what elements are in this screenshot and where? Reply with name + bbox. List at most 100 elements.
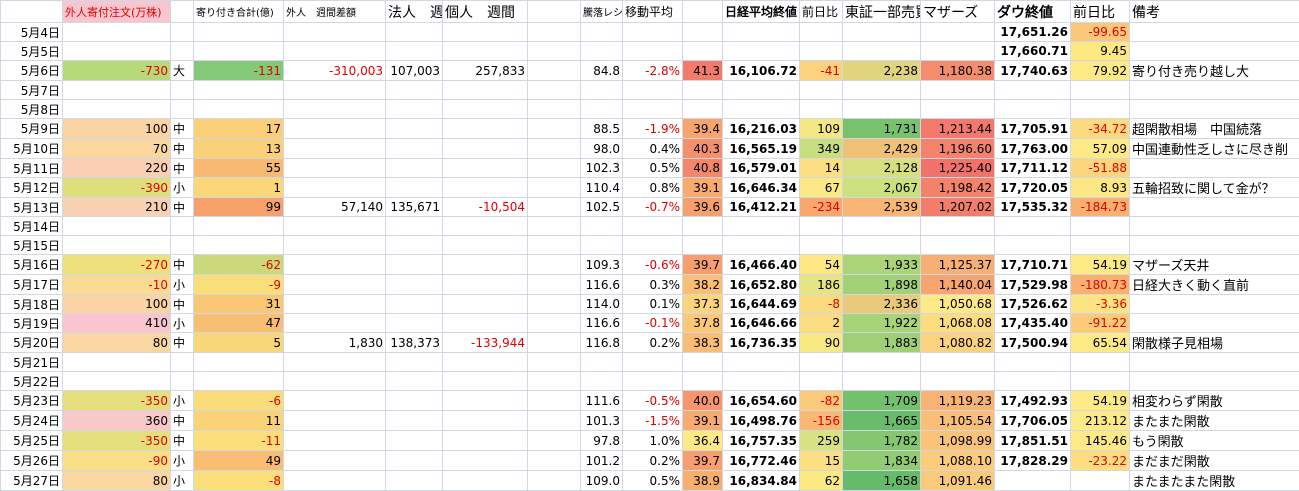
data-cell: [800, 217, 843, 236]
data-cell: [528, 23, 581, 42]
data-cell: [683, 372, 723, 391]
data-cell: [528, 295, 581, 314]
data-cell: [443, 372, 528, 391]
data-cell: [843, 372, 921, 391]
header-cell: 寄り付き合計(億): [194, 1, 284, 23]
data-cell: 16,646.66: [723, 314, 800, 333]
data-cell: -1.9%: [623, 119, 683, 139]
header-cell: 法人 週間: [386, 1, 443, 23]
data-cell: 102.3: [581, 159, 623, 178]
header-cell: 備考: [1130, 1, 1299, 23]
data-cell: 16,579.01: [723, 159, 800, 178]
data-cell: 16,466.40: [723, 255, 800, 275]
data-cell: [171, 236, 194, 255]
data-cell: 中: [171, 119, 194, 139]
data-cell: [284, 295, 386, 314]
data-cell: 145.46: [1071, 431, 1130, 451]
data-cell: [443, 23, 528, 42]
data-cell: 17,706.05: [995, 411, 1071, 431]
data-cell: -41: [800, 61, 843, 81]
data-cell: 中: [171, 198, 194, 217]
data-cell: [528, 353, 581, 372]
data-cell: [284, 431, 386, 451]
date-cell: 5月11日: [1, 159, 63, 178]
data-cell: [284, 159, 386, 178]
remark-cell: [1130, 23, 1299, 42]
data-cell: 99: [194, 198, 284, 217]
data-cell: [921, 81, 995, 100]
data-cell: [995, 236, 1071, 255]
data-cell: 16,834.84: [723, 471, 800, 491]
data-cell: -730: [63, 61, 171, 81]
data-cell: [386, 314, 443, 333]
data-cell: [1071, 217, 1130, 236]
data-cell: [528, 198, 581, 217]
data-cell: [63, 217, 171, 236]
data-cell: 17,660.71: [995, 42, 1071, 61]
data-cell: -270: [63, 255, 171, 275]
data-cell: 16,216.03: [723, 119, 800, 139]
data-cell: 54.19: [1071, 391, 1130, 411]
data-cell: 1,091.46: [921, 471, 995, 491]
data-cell: 小: [171, 391, 194, 411]
header-cell: [528, 1, 581, 23]
data-cell: 0.5%: [623, 471, 683, 491]
data-cell: 中: [171, 255, 194, 275]
data-cell: [723, 217, 800, 236]
data-cell: [921, 353, 995, 372]
data-cell: [284, 314, 386, 333]
data-cell: 88.5: [581, 119, 623, 139]
data-cell: [284, 353, 386, 372]
date-cell: 5月21日: [1, 353, 63, 372]
remark-cell: [1130, 353, 1299, 372]
data-row: 5月7日: [1, 81, 1299, 100]
data-cell: [284, 42, 386, 61]
data-cell: [443, 411, 528, 431]
data-cell: [194, 81, 284, 100]
data-cell: [443, 471, 528, 491]
data-cell: 0.3%: [623, 275, 683, 295]
header-cell: 外人寄付注文(万株): [63, 1, 171, 23]
data-cell: 17,705.91: [995, 119, 1071, 139]
data-cell: [386, 275, 443, 295]
data-cell: [1071, 372, 1130, 391]
data-cell: [995, 372, 1071, 391]
data-cell: [528, 236, 581, 255]
data-cell: 17,710.71: [995, 255, 1071, 275]
data-cell: -2.8%: [623, 61, 683, 81]
data-cell: 98.0: [581, 139, 623, 159]
data-cell: 1,198.42: [921, 178, 995, 198]
data-cell: [1071, 353, 1130, 372]
data-cell: [63, 81, 171, 100]
data-cell: 79.92: [1071, 61, 1130, 81]
data-cell: 17,492.93: [995, 391, 1071, 411]
data-cell: [800, 23, 843, 42]
data-cell: 13: [194, 139, 284, 159]
data-cell: [843, 236, 921, 255]
data-cell: -350: [63, 431, 171, 451]
data-cell: 39.4: [683, 119, 723, 139]
data-cell: 1,883: [843, 333, 921, 353]
data-cell: 1,898: [843, 275, 921, 295]
data-cell: 47: [194, 314, 284, 333]
data-cell: [623, 217, 683, 236]
data-cell: [843, 353, 921, 372]
data-cell: 17,435.40: [995, 314, 1071, 333]
data-cell: -131: [194, 61, 284, 81]
data-cell: 1,225.40: [921, 159, 995, 178]
date-cell: 5月6日: [1, 61, 63, 81]
data-cell: [284, 255, 386, 275]
data-cell: [723, 353, 800, 372]
remark-cell: 閑散様子見相場: [1130, 333, 1299, 353]
data-cell: [800, 236, 843, 255]
data-cell: 1,933: [843, 255, 921, 275]
data-cell: 17,740.63: [995, 61, 1071, 81]
date-cell: 5月26日: [1, 451, 63, 471]
data-cell: 1,830: [284, 333, 386, 353]
data-cell: [800, 100, 843, 119]
data-cell: [171, 100, 194, 119]
